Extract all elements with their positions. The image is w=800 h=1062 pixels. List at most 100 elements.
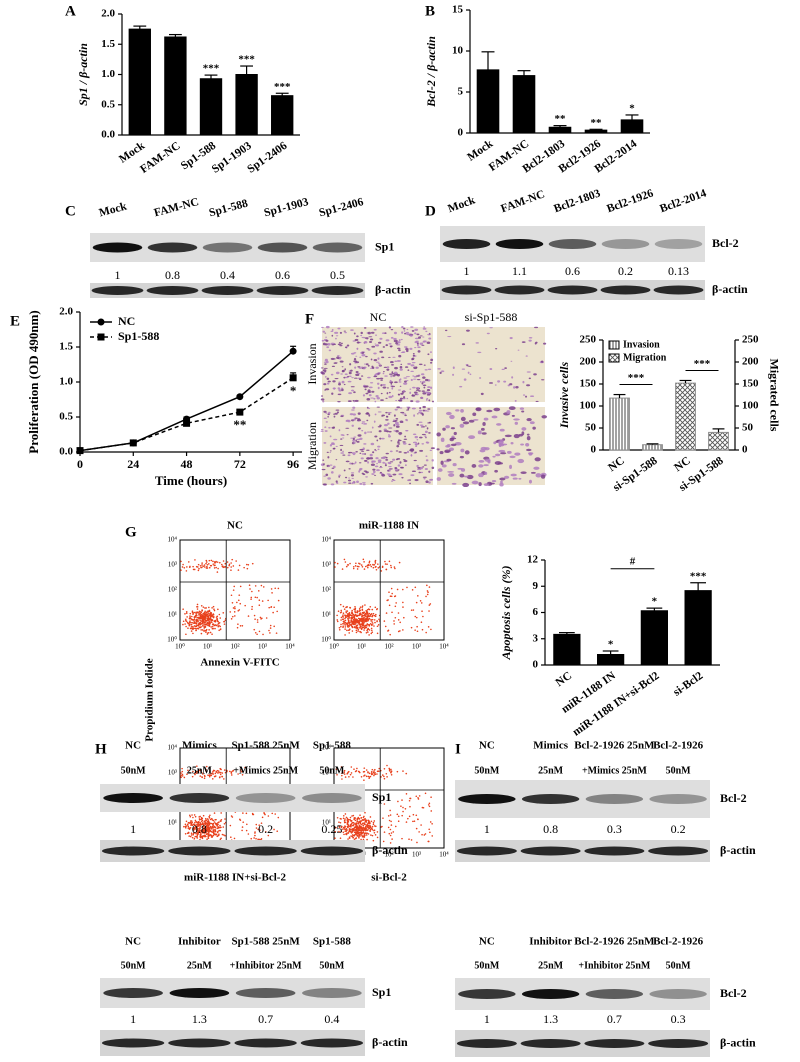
event-dot xyxy=(388,767,391,770)
event-dot xyxy=(376,632,379,635)
cell xyxy=(330,357,335,360)
event-dot xyxy=(208,774,211,777)
cell xyxy=(407,407,411,409)
cell xyxy=(383,370,385,373)
cell xyxy=(357,419,362,422)
cell xyxy=(369,457,374,460)
cell xyxy=(419,449,424,452)
cell xyxy=(408,443,411,446)
band xyxy=(654,239,703,249)
cell xyxy=(361,430,364,432)
event-dot xyxy=(341,568,344,570)
event-dot xyxy=(384,625,387,628)
blot-strip xyxy=(100,840,365,862)
cell xyxy=(406,450,410,454)
cell xyxy=(384,332,387,334)
x-tick-label: 10² xyxy=(230,643,239,651)
event-dot xyxy=(390,832,393,834)
event-dot xyxy=(195,612,197,615)
event-dot xyxy=(251,608,253,611)
event-dot xyxy=(427,591,429,594)
cell xyxy=(335,409,340,411)
band-value: 0.6 xyxy=(275,268,290,282)
band-value: 0.3 xyxy=(607,822,622,836)
event-dot xyxy=(191,621,193,624)
event-dot xyxy=(203,613,206,616)
event-dot xyxy=(186,616,188,618)
event-dot xyxy=(362,830,365,832)
event-dot xyxy=(353,626,356,628)
lane-sublabel: 25nM xyxy=(187,960,213,971)
y-tick-label: 5 xyxy=(458,86,464,98)
event-dot xyxy=(185,620,188,623)
event-dot xyxy=(354,621,357,624)
cell xyxy=(506,410,511,415)
cell xyxy=(507,384,511,387)
cell xyxy=(350,369,353,372)
event-dot xyxy=(186,566,188,568)
event-dot xyxy=(356,568,359,570)
event-dot xyxy=(200,830,203,833)
cell xyxy=(341,366,344,368)
cell xyxy=(399,461,402,464)
event-dot xyxy=(255,827,258,829)
cell xyxy=(361,422,364,425)
event-dot xyxy=(189,821,192,824)
x-tick-label: 10³ xyxy=(412,851,421,859)
cell xyxy=(417,387,420,389)
cell xyxy=(427,386,431,389)
cell xyxy=(347,479,352,482)
event-dot xyxy=(405,772,408,775)
cell xyxy=(422,376,426,379)
cell xyxy=(526,435,531,441)
event-dot xyxy=(277,816,280,819)
cell xyxy=(421,382,424,385)
cell xyxy=(412,378,417,380)
cell xyxy=(407,362,412,365)
cell xyxy=(361,421,366,423)
event-dot xyxy=(221,772,224,774)
event-dot xyxy=(224,562,227,565)
event-dot xyxy=(350,620,352,623)
event-dot xyxy=(219,617,222,619)
event-dot xyxy=(198,611,201,613)
event-dot xyxy=(380,826,382,828)
event-dot xyxy=(356,565,359,568)
cell xyxy=(449,414,455,420)
micrograph-bg xyxy=(437,327,545,402)
event-dot xyxy=(232,607,235,609)
cell xyxy=(377,363,381,365)
event-dot xyxy=(217,830,219,833)
event-dot xyxy=(385,612,388,614)
event-dot xyxy=(416,630,419,633)
cell xyxy=(396,444,400,448)
cell xyxy=(521,410,525,413)
cell xyxy=(493,441,497,445)
cell xyxy=(354,377,358,379)
event-dot xyxy=(336,620,339,623)
event-dot xyxy=(201,629,204,631)
cell xyxy=(363,422,368,425)
event-dot xyxy=(368,624,370,626)
cell xyxy=(360,331,363,335)
protein-label: β-actin xyxy=(375,282,411,296)
cell xyxy=(526,371,531,373)
cell xyxy=(379,337,383,340)
event-dot xyxy=(338,826,341,829)
band xyxy=(168,1038,231,1048)
event-dot xyxy=(193,625,196,627)
band-value: 1.1 xyxy=(512,264,527,278)
cell xyxy=(526,384,531,387)
cell xyxy=(382,372,385,375)
cell xyxy=(357,412,361,415)
legend-marker xyxy=(97,318,105,326)
event-dot xyxy=(418,831,420,833)
cell xyxy=(374,435,378,438)
cell xyxy=(392,458,396,461)
cell xyxy=(386,387,389,389)
event-dot xyxy=(210,774,213,777)
band xyxy=(584,1039,645,1048)
event-dot xyxy=(238,564,241,567)
event-dot xyxy=(253,614,256,617)
event-dot xyxy=(346,817,349,820)
